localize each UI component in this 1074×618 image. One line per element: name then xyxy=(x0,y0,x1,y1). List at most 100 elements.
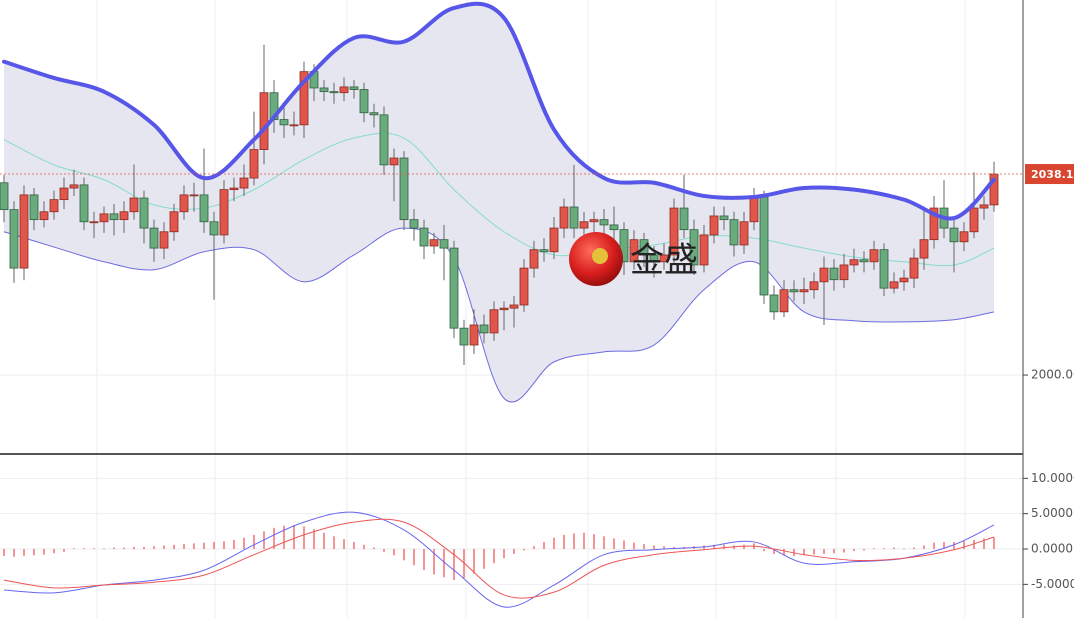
macd-hist-bar xyxy=(573,533,575,550)
candle-body xyxy=(739,221,749,246)
candle-body xyxy=(59,187,69,201)
candle-body xyxy=(789,289,799,293)
macd-hist-bar xyxy=(423,549,425,571)
macd-hist-bar xyxy=(163,545,165,550)
macd-hist-bar xyxy=(123,547,125,550)
macd-hist-bar xyxy=(673,546,675,550)
macd-hist-bar xyxy=(243,537,245,550)
candle-body xyxy=(499,307,509,311)
y-tick-label: -5.0000 xyxy=(1031,577,1074,591)
candle-body xyxy=(579,221,589,229)
candle-body xyxy=(559,206,569,229)
candle-body xyxy=(879,249,889,289)
macd-hist-bar xyxy=(943,541,945,550)
candle-body xyxy=(119,211,129,221)
candle-body xyxy=(929,207,939,241)
macd-hist-bar xyxy=(513,549,515,554)
macd-hist-bar xyxy=(113,547,115,550)
candle-body xyxy=(629,239,639,263)
candle-body xyxy=(149,227,159,249)
candle-body xyxy=(589,219,599,223)
candle-body xyxy=(609,224,619,231)
macd-hist-bar xyxy=(833,549,835,554)
candle-body xyxy=(9,209,19,269)
macd-hist-bar xyxy=(333,536,335,550)
candle-body xyxy=(979,204,989,209)
macd-hist-bar xyxy=(973,539,975,550)
candle-body xyxy=(679,207,689,231)
candle-body xyxy=(489,309,499,334)
candle-body xyxy=(509,304,519,309)
macd-hist-bar xyxy=(403,549,405,561)
candle-body xyxy=(909,257,919,279)
macd-hist-bar xyxy=(83,548,85,550)
candle-body xyxy=(639,239,649,256)
macd-hist-bar xyxy=(783,549,785,556)
macd-hist-bar xyxy=(383,549,385,552)
candle-body xyxy=(519,267,529,306)
band-fill xyxy=(4,3,994,403)
candle-body xyxy=(399,157,409,221)
candle-body xyxy=(479,324,489,334)
candle-body xyxy=(799,289,809,293)
macd-hist-bar xyxy=(923,545,925,550)
macd-hist-bar xyxy=(93,548,95,550)
candle-body xyxy=(769,294,779,313)
candle-body xyxy=(139,197,149,229)
candle-body xyxy=(159,231,169,249)
macd-hist-bar xyxy=(473,549,475,574)
candle-body xyxy=(19,194,29,269)
macd-hist-bar xyxy=(343,539,345,550)
macd-hist-bar xyxy=(283,525,285,550)
macd-hist-bar xyxy=(293,524,295,550)
candle-body xyxy=(969,207,979,233)
macd-hist-bar xyxy=(43,549,45,555)
candle-body xyxy=(719,215,729,221)
candle-body xyxy=(859,259,869,263)
candle-body xyxy=(409,219,419,229)
macd-hist-bar xyxy=(373,547,375,550)
macd-hist-bar xyxy=(413,549,415,566)
macd-hist-bar xyxy=(393,549,395,556)
macd-hist-bar xyxy=(843,549,845,553)
candle-body xyxy=(889,281,899,289)
candle-body xyxy=(219,189,229,236)
middle-band xyxy=(3,132,995,267)
candle-body xyxy=(829,267,839,281)
candle-body xyxy=(779,289,789,313)
macd-hist-bar xyxy=(583,532,585,550)
candle-body xyxy=(79,184,89,223)
candle-body xyxy=(259,92,269,150)
macd-hist-bar xyxy=(273,527,275,550)
candle-body xyxy=(319,87,329,93)
macd-hist-bar xyxy=(933,542,935,550)
macd-hist-bar xyxy=(453,549,455,581)
macd-hist-bar xyxy=(663,546,665,550)
candle-body xyxy=(619,229,629,263)
macd-hist-bar xyxy=(593,534,595,550)
macd-hist-bar xyxy=(773,549,775,554)
macd-hist-bar xyxy=(73,548,75,550)
candle-body xyxy=(169,211,179,233)
macd-hist-bar xyxy=(533,546,535,550)
candle-body xyxy=(199,194,209,223)
candle-body xyxy=(369,112,379,116)
macd-hist-bar xyxy=(503,549,505,559)
y-tick-label: 0.0000 xyxy=(1031,542,1073,556)
macd-hist-bar xyxy=(203,542,205,550)
last-price-label: 2038.16 xyxy=(1031,168,1074,181)
candle-body xyxy=(329,91,339,94)
logo-core xyxy=(592,248,608,264)
candle-body xyxy=(649,254,659,263)
macd-hist-bar xyxy=(223,541,225,550)
candle-body xyxy=(29,194,39,221)
candle-body xyxy=(209,221,219,236)
macd-hist-bar xyxy=(803,549,805,556)
macd-hist-bar xyxy=(953,541,955,550)
macd-hist-bar xyxy=(133,546,135,550)
last-price-box xyxy=(1025,164,1074,185)
macd-hist-bar xyxy=(633,542,635,550)
macd-line xyxy=(3,511,995,608)
candle-body xyxy=(439,239,449,249)
